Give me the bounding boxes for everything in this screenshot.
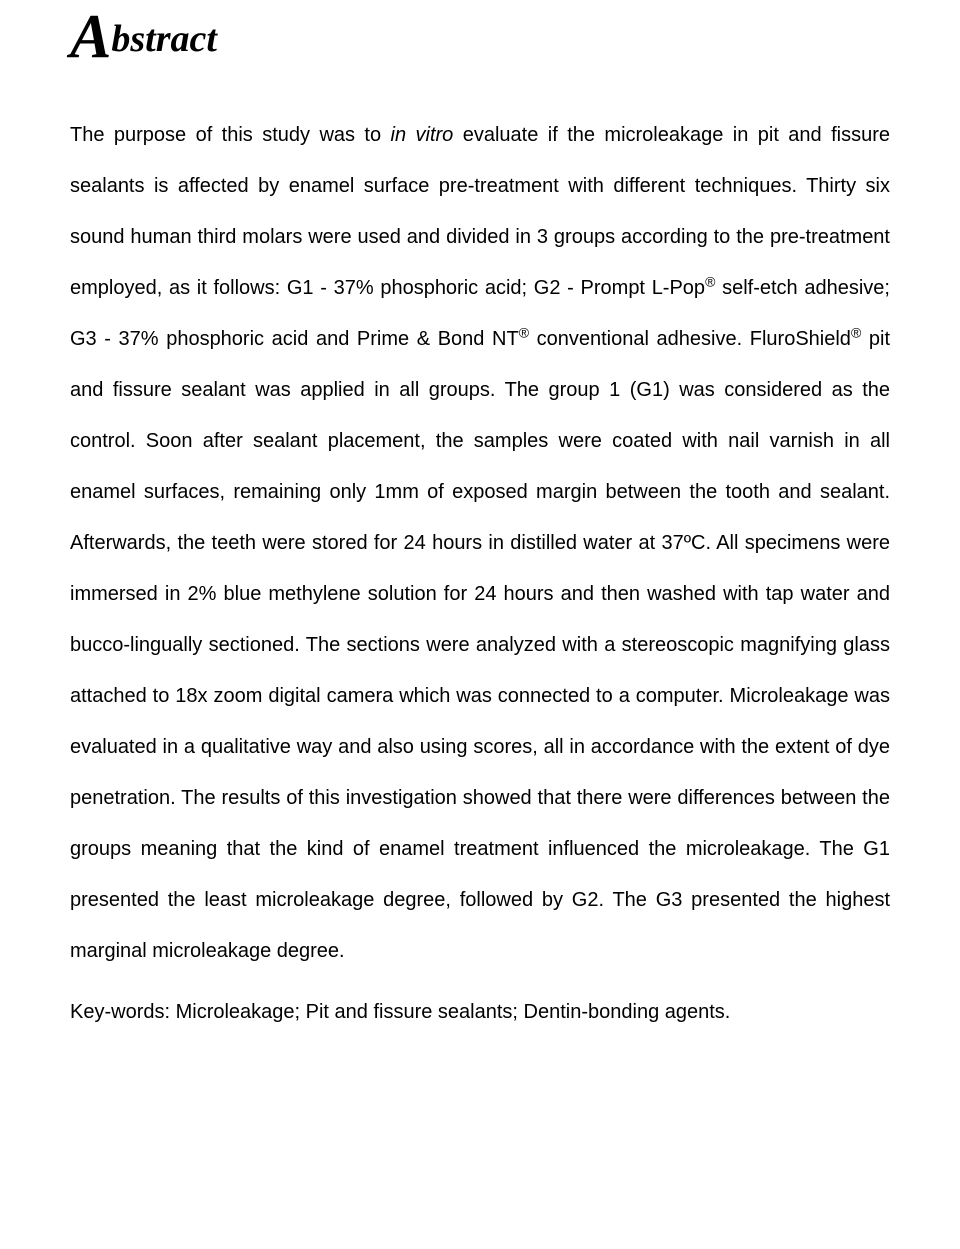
heading-word: Abstract <box>70 0 217 62</box>
heading-first-letter: A <box>70 3 111 71</box>
sup-mark: ® <box>519 324 529 340</box>
abstract-heading: Abstract <box>70 0 890 80</box>
body-text: conventional adhesive. FluroShield <box>529 328 851 350</box>
body-text: pit and fissure sealant was applied in a… <box>70 328 890 962</box>
body-text: evaluate if the microleakage in pit and … <box>70 124 890 299</box>
sup-mark: ® <box>851 324 861 340</box>
heading-rest: bstract <box>111 18 217 60</box>
italic-text: in vitro <box>391 124 454 146</box>
abstract-body: The purpose of this study was to in vitr… <box>70 110 890 977</box>
sup-mark: ® <box>705 273 715 289</box>
body-text: The purpose of this study was to <box>70 124 391 146</box>
page: Abstract The purpose of this study was t… <box>0 0 960 1078</box>
keywords-line: Key-words: Microleakage; Pit and fissure… <box>70 987 890 1038</box>
